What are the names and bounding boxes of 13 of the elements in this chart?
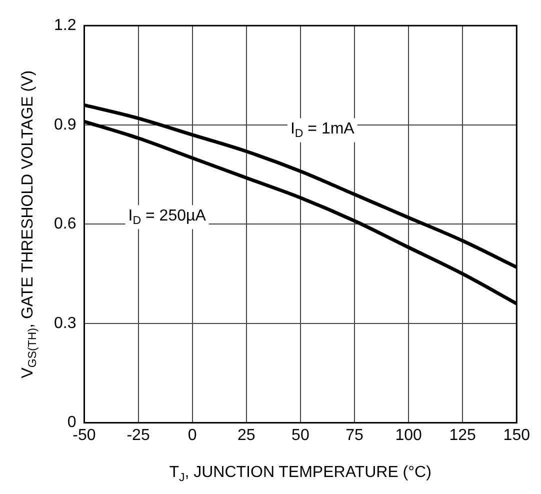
x-tick-label: 150 <box>503 426 530 444</box>
x-tick-label: 125 <box>449 426 476 444</box>
x-tick-label: 75 <box>346 426 364 444</box>
x-tick-label: -25 <box>126 426 150 444</box>
y-tick-label: 1.2 <box>54 17 76 34</box>
x-tick-label: 0 <box>188 426 197 444</box>
y-tick-label: 0.6 <box>54 216 76 233</box>
y-tick-label: 0.9 <box>54 116 76 134</box>
x-tick-label: 25 <box>238 426 256 444</box>
x-tick-label: 50 <box>292 426 310 444</box>
y-axis-title: VGS(TH), GATE THRESHOLD VOLTAGE (V) <box>19 70 39 378</box>
y-tick-label: 0.3 <box>54 314 76 332</box>
x-tick-label: 100 <box>395 426 422 444</box>
